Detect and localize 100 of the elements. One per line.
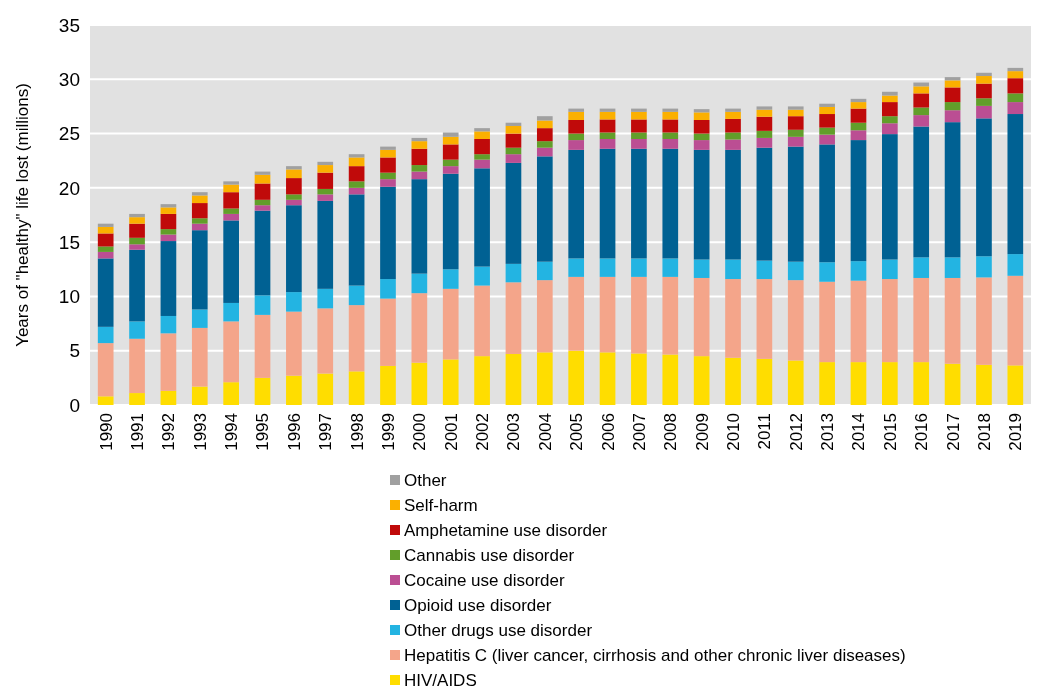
- bar: [254, 295, 271, 315]
- bar: [411, 141, 428, 149]
- bar: [850, 130, 867, 141]
- bar: [380, 146, 396, 150]
- bar: [662, 111, 679, 120]
- bar: [787, 129, 804, 137]
- x-tick-label: 2011: [755, 413, 775, 450]
- bar: [693, 112, 710, 120]
- x-tick-label: 2006: [598, 413, 618, 451]
- x-tick-label: 2005: [567, 413, 587, 451]
- bar: [380, 179, 396, 187]
- bar: [756, 116, 773, 131]
- bar: [348, 194, 365, 286]
- bar: [787, 136, 804, 147]
- bar: [442, 166, 459, 174]
- bar: [286, 205, 302, 293]
- bar: [97, 396, 114, 405]
- bar: [882, 279, 898, 363]
- bar: [599, 148, 616, 259]
- bar: [662, 132, 679, 139]
- bar: [223, 184, 239, 193]
- bar: [129, 217, 145, 224]
- bar: [505, 282, 522, 354]
- legend-label: Other drugs use disorder: [404, 620, 593, 640]
- bar: [160, 333, 177, 391]
- bar: [97, 343, 114, 397]
- bar: [568, 149, 585, 259]
- bar: [756, 147, 773, 261]
- bar: [568, 108, 585, 112]
- bar: [1007, 114, 1024, 255]
- x-tick-label: 1991: [128, 413, 147, 451]
- bar: [442, 288, 459, 360]
- bar: [97, 326, 114, 344]
- bar: [756, 260, 773, 280]
- x-tick-label: 1996: [284, 413, 304, 451]
- bar: [348, 285, 365, 306]
- bar: [191, 203, 208, 219]
- bar: [191, 218, 208, 224]
- bar: [286, 292, 302, 312]
- bar: [599, 276, 616, 353]
- legend-label: Hepatitis C (liver cancer, cirrhosis and other chronic liver diseases): [404, 645, 906, 665]
- bar: [129, 321, 145, 339]
- bar: [944, 102, 961, 111]
- bar: [160, 213, 177, 230]
- legend-label: Amphetamine use disorder: [404, 520, 608, 540]
- y-tick-label: 25: [58, 123, 80, 145]
- bar: [913, 86, 930, 94]
- bar: [160, 241, 177, 316]
- bar: [787, 109, 804, 117]
- bar: [976, 98, 992, 106]
- bar: [976, 256, 992, 278]
- bar: [505, 353, 522, 405]
- bar: [568, 258, 585, 277]
- bar: [536, 280, 553, 353]
- bar: [787, 360, 804, 405]
- bar: [850, 362, 867, 405]
- bar: [317, 165, 334, 173]
- bar: [693, 259, 710, 278]
- bar: [599, 132, 616, 139]
- x-tick-label: 2010: [723, 413, 743, 451]
- bar: [819, 281, 835, 363]
- bar: [976, 277, 992, 365]
- bar: [348, 371, 365, 405]
- bar: [1007, 254, 1024, 276]
- bar: [944, 277, 961, 364]
- bar: [442, 144, 459, 160]
- bar: [913, 257, 930, 278]
- bar: [223, 181, 239, 185]
- bar: [254, 205, 271, 211]
- bar: [442, 173, 459, 270]
- bar: [536, 147, 553, 157]
- bar: [160, 390, 177, 405]
- bar: [568, 120, 585, 134]
- bar: [1007, 71, 1024, 79]
- bar: [631, 353, 647, 405]
- bar: [787, 261, 804, 281]
- bar: [725, 279, 741, 358]
- bar: [1007, 67, 1024, 72]
- x-tick-label: 2003: [504, 413, 524, 451]
- bar: [944, 87, 961, 103]
- bar: [536, 156, 553, 262]
- bar: [882, 134, 898, 260]
- bar: [756, 106, 773, 110]
- bar: [631, 139, 647, 149]
- bar: [882, 102, 898, 117]
- bar: [662, 148, 679, 259]
- bar: [850, 140, 867, 262]
- bar: [97, 258, 114, 327]
- x-tick-label: 1993: [190, 413, 210, 451]
- bar: [787, 106, 804, 110]
- x-tick-label: 1990: [96, 413, 116, 451]
- legend-label: Opioid use disorder: [404, 595, 552, 615]
- bar: [97, 246, 114, 252]
- bar: [223, 220, 239, 303]
- x-tick-label: 1994: [222, 413, 242, 451]
- bar: [631, 119, 647, 133]
- legend-label: HIV/AIDS: [404, 670, 477, 686]
- bar: [286, 169, 302, 179]
- x-tick-label: 2013: [818, 413, 838, 451]
- y-tick-label: 35: [58, 14, 80, 36]
